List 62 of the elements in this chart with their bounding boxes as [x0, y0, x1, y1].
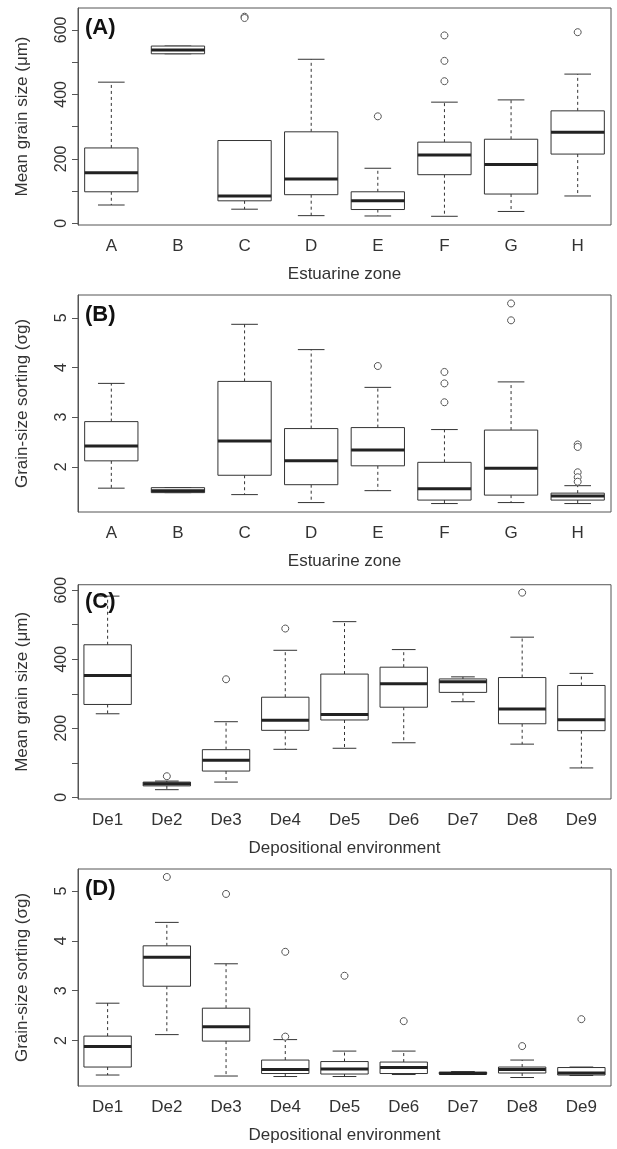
y-tick-label: 5 — [51, 886, 69, 896]
x-tick-label: De8 — [506, 810, 538, 829]
x-tick-label: De2 — [151, 810, 183, 829]
x-tick-label: A — [105, 236, 118, 255]
x-tick-label: De3 — [210, 810, 242, 829]
y-axis-title: Grain-size sorting (σg) — [12, 892, 31, 1063]
y-tick-label: 0 — [51, 218, 69, 228]
x-tick-label: F — [439, 236, 450, 255]
y-tick-label: 0 — [51, 792, 69, 802]
x-tick-label: De8 — [506, 1097, 538, 1116]
y-tick-label: 2 — [51, 1036, 69, 1046]
chart-title: (B) — [85, 300, 116, 326]
x-tick-label: De4 — [269, 1097, 301, 1116]
chart-title: (C) — [85, 587, 116, 613]
y-tick-label: 600 — [51, 576, 69, 604]
x-tick-label: B — [172, 523, 184, 542]
x-tick-label: G — [504, 236, 518, 255]
x-tick-label: F — [439, 523, 450, 542]
chart-title: (D) — [85, 874, 116, 900]
x-tick-label: De6 — [388, 810, 420, 829]
x-tick-label: De5 — [328, 810, 361, 829]
x-tick-label: De1 — [92, 810, 124, 829]
x-tick-label: C — [238, 236, 251, 255]
x-tick-label: De4 — [269, 810, 301, 829]
x-tick-label: D — [305, 523, 318, 542]
y-axis-title: Mean grain size (μm) — [12, 36, 31, 197]
x-tick-label: A — [105, 523, 118, 542]
x-tick-label: C — [238, 523, 251, 542]
y-tick-label: 200 — [51, 714, 69, 742]
y-tick-label: 2 — [51, 462, 69, 472]
y-tick-label: 200 — [51, 145, 69, 173]
x-tick-label: H — [571, 236, 584, 255]
x-tick-label: De3 — [210, 1097, 242, 1116]
x-tick-label: D — [305, 236, 318, 255]
x-tick-label: De2 — [151, 1097, 183, 1116]
x-axis-title: Depositional environment — [248, 838, 441, 857]
x-tick-label: De7 — [447, 1097, 479, 1116]
x-tick-label: De9 — [565, 810, 597, 829]
y-tick-label: 4 — [51, 936, 69, 946]
x-axis-title: Estuarine zone — [287, 551, 402, 570]
x-tick-label: G — [504, 523, 518, 542]
x-axis-title: Depositional environment — [248, 1125, 441, 1144]
y-tick-label: 400 — [51, 645, 69, 673]
x-tick-label: De5 — [328, 1097, 361, 1116]
x-tick-label: E — [372, 236, 384, 255]
x-tick-label: B — [172, 236, 184, 255]
y-axis-title: Grain-size sorting (σg) — [12, 318, 31, 489]
chart-title: (A) — [85, 13, 116, 39]
y-tick-label: 3 — [51, 986, 69, 996]
x-tick-label: De7 — [447, 810, 479, 829]
x-axis-title: Estuarine zone — [287, 264, 402, 283]
x-tick-label: H — [571, 523, 584, 542]
x-tick-label: De6 — [388, 1097, 420, 1116]
x-tick-label: De1 — [92, 1097, 124, 1116]
y-axis-title: Mean grain size (μm) — [12, 611, 31, 772]
y-tick-label: 5 — [51, 313, 69, 323]
x-tick-label: De9 — [565, 1097, 597, 1116]
x-tick-label: E — [372, 523, 384, 542]
y-tick-label: 600 — [51, 16, 69, 44]
y-tick-label: 4 — [51, 362, 69, 372]
y-tick-label: 3 — [51, 412, 69, 422]
y-tick-label: 400 — [51, 80, 69, 108]
